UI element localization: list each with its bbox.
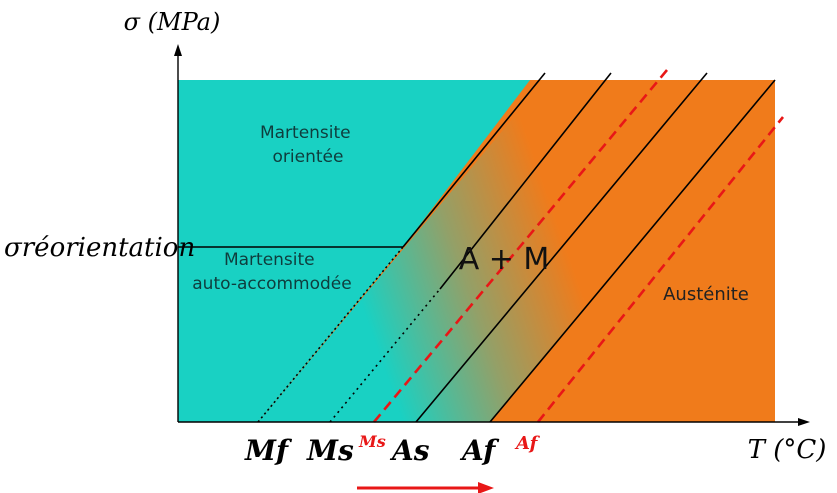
af-shifted-label: Af	[514, 433, 541, 454]
mixed-phase-label: A + M	[459, 242, 550, 277]
mixed-region	[258, 80, 775, 422]
af-line	[489, 79, 776, 423]
ms-label: Ms	[306, 434, 354, 467]
reorientation-boundary	[402, 72, 546, 248]
ms-shifted-line	[373, 69, 668, 423]
oriented-martensite-label: Martensite orientée	[260, 123, 356, 167]
as-line	[415, 72, 708, 423]
martensite-region	[178, 80, 530, 422]
ms-line-upper	[439, 72, 612, 290]
austenite-label: Austénite	[663, 284, 749, 305]
x-axis-arrow-icon	[798, 418, 810, 426]
y-axis-arrow-icon	[174, 44, 182, 56]
ms-shifted-label: Ms	[358, 432, 386, 451]
as-label: As	[389, 434, 430, 467]
shift-arrow-icon	[478, 482, 494, 493]
af-shifted-line	[536, 116, 785, 423]
self-accommodated-martensite-label: Martensite auto-accommodée	[192, 250, 351, 294]
reorientation-stress-label: σréorientation	[4, 233, 195, 263]
mf-label: Mf	[244, 434, 293, 467]
y-axis-label: σ (MPa)	[124, 8, 221, 36]
af-label: Af	[459, 434, 500, 467]
x-axis-label: T (°C)	[748, 435, 827, 465]
